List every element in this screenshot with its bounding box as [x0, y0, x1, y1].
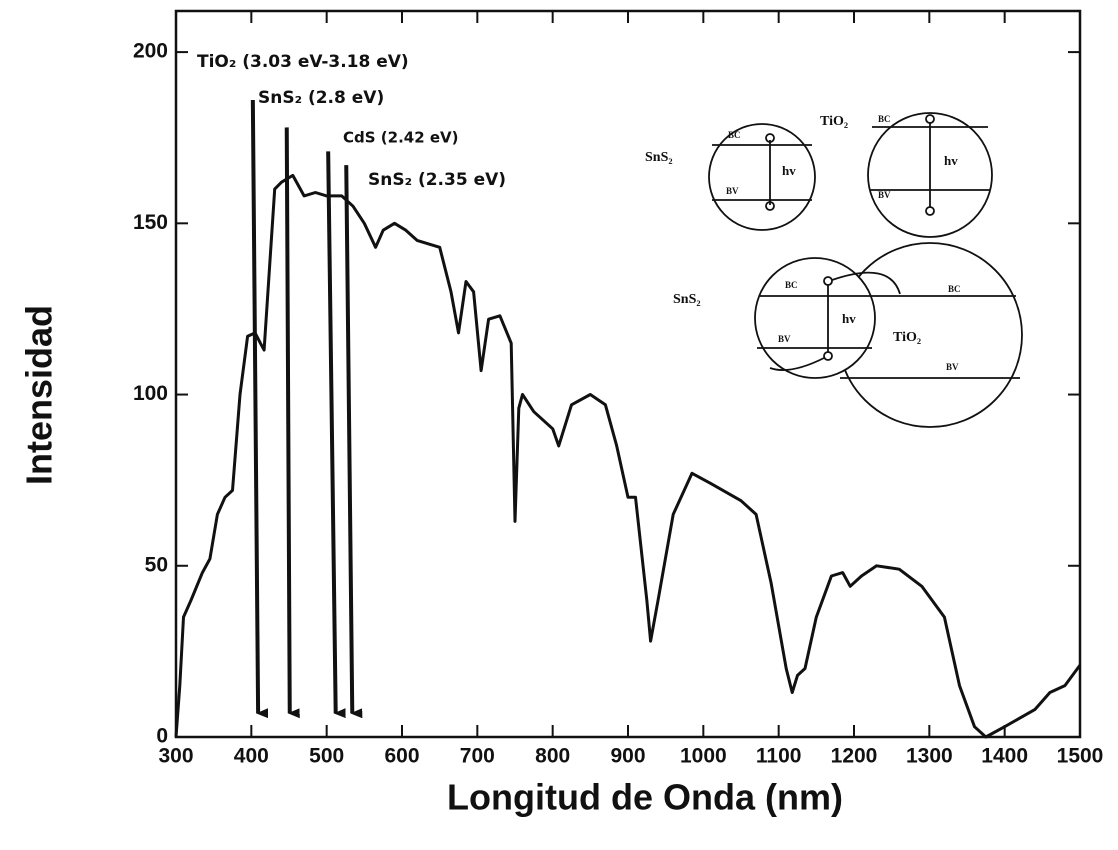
- x-tick-label: 600: [384, 745, 419, 768]
- x-tick-label: 700: [460, 745, 495, 768]
- annotation-arrow: [344, 165, 363, 719]
- y-tick-label: 0: [156, 725, 168, 748]
- x-tick-label: 500: [309, 745, 344, 768]
- inset-label: BC: [785, 280, 798, 290]
- x-tick-label: 1100: [756, 745, 802, 768]
- annotation-label: SnS₂ (2.35 eV): [368, 170, 506, 190]
- x-tick-label: 900: [610, 745, 645, 768]
- inset-circle: [867, 112, 993, 238]
- inset-diagrams: [708, 112, 1023, 428]
- inset-circle: [708, 123, 816, 231]
- inset-label: hv: [842, 311, 856, 326]
- x-tick-label: 400: [234, 745, 269, 768]
- x-tick-label: 300: [158, 745, 193, 768]
- inset-label: SnS₂: [673, 292, 701, 307]
- y-tick-label: 150: [133, 211, 168, 234]
- hole: [925, 206, 935, 216]
- annotation-label: TiO₂ (3.03 eV-3.18 eV): [197, 52, 409, 72]
- inset-label: BV: [726, 186, 739, 196]
- electron: [823, 276, 833, 286]
- y-tick-label: 200: [133, 40, 168, 63]
- x-axis-label: Longitud de Onda (nm): [447, 777, 843, 818]
- inset-label: hv: [944, 153, 958, 168]
- x-tick-label: 1200: [831, 745, 878, 768]
- inset-label: BV: [946, 362, 959, 372]
- electron: [765, 133, 775, 143]
- y-axis-label: Intensidad: [19, 305, 60, 485]
- x-tick-label: 1000: [680, 745, 727, 768]
- hole: [765, 201, 775, 211]
- inset-label: BV: [878, 190, 891, 200]
- y-tick-label: 50: [145, 553, 168, 576]
- inset-label: TiO₂: [893, 330, 921, 345]
- x-tick-label: 1400: [981, 745, 1028, 768]
- inset-label: BC: [948, 284, 961, 294]
- x-tick-label: 1300: [906, 745, 953, 768]
- hole: [823, 351, 833, 361]
- plot-frame: [174, 9, 1082, 739]
- annotation-label: SnS₂ (2.8 eV): [258, 88, 384, 108]
- inset-label: BV: [778, 334, 791, 344]
- annotation-label: CdS (2.42 eV): [343, 129, 459, 147]
- x-tick-label: 800: [535, 745, 570, 768]
- annotation-arrow: [250, 100, 269, 719]
- electron: [925, 114, 935, 124]
- inset-circle: [754, 257, 876, 379]
- transfer-arrow: [831, 271, 901, 295]
- spectrum-line: [174, 173, 1082, 739]
- y-tick-label: 100: [133, 382, 168, 405]
- inset-label: TiO₂: [820, 114, 848, 129]
- annotation-arrow: [326, 151, 346, 719]
- inset-label: SnS₂: [645, 150, 673, 165]
- inset-label: BC: [878, 114, 891, 124]
- annotation-arrow: [284, 127, 300, 719]
- inset-label: BC: [728, 130, 741, 140]
- inset-label: hv: [782, 163, 796, 178]
- transfer-arrow: [769, 357, 825, 371]
- x-tick-label: 1500: [1057, 745, 1104, 768]
